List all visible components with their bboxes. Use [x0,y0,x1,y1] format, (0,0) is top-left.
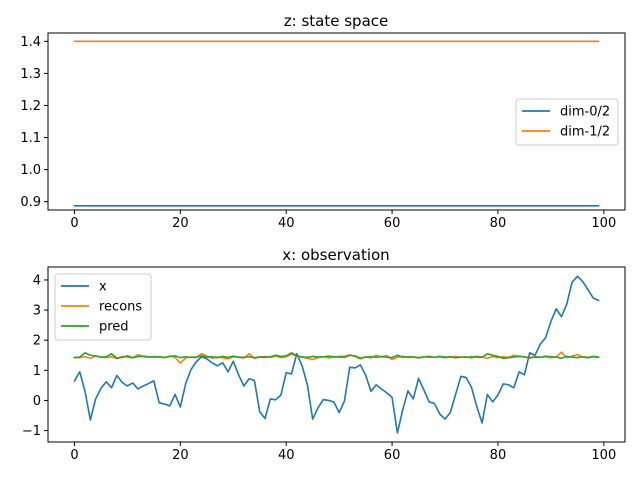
observation-plot-area [73,275,600,434]
state-space-xtick-label: 20 [172,216,189,231]
state-space-legend-label: dim-0/2 [560,105,610,120]
observation-legend-label: pred [99,320,129,335]
state-space-frame [47,32,626,211]
state-space-ticks: 0 20 40 60 80 100 0.9 1.0 1.1 1.2 1.3 1.4 [20,35,616,231]
observation-ytick-label: 1 [33,364,41,379]
observation-ytick-label: 2 [33,334,41,349]
state-space-ytick-label: 1.0 [20,163,41,178]
observation-title: x: observation [282,246,389,264]
state-space-xtick-label: 60 [384,216,401,231]
observation-legend-label: recons [99,300,142,315]
state-space-ytick-label: 0.9 [20,195,41,210]
state-space-xtick-label: 40 [278,216,295,231]
observation-series-pred-line [73,352,600,360]
observation-series-x-line [73,275,600,434]
observation-ytick-label: 0 [33,394,41,409]
observation-ytick-label: 3 [33,304,41,319]
state-space-ytick-label: 1.4 [20,35,41,50]
state-space-legend: dim-0/2 dim-1/2 [515,98,619,146]
state-space-plot-area [73,40,600,207]
observation-legend: x recons pred [54,273,152,341]
observation-xtick-label: 80 [490,448,507,463]
observation-ytick-label: 4 [33,273,41,288]
observation-xtick-label: 20 [172,448,189,463]
observation-xtick-label: 60 [384,448,401,463]
state-space-axes: z: state space 0 20 40 60 80 100 0.9 1.0 1.1 1.2 1… [20,12,626,231]
observation-legend-label: x [99,280,107,295]
state-space-ytick-label: 1.2 [20,99,41,114]
observation-axes: x: observation 0 20 40 60 80 100 −1 0 1 2 3 4 x reco… [22,246,626,463]
observation-xtick-label: 0 [70,448,78,463]
state-space-ytick-label: 1.1 [20,131,41,146]
state-space-legend-label: dim-1/2 [560,125,610,140]
state-space-xtick-label: 80 [490,216,507,231]
observation-legend-frame [54,273,152,341]
observation-ytick-label: −1 [22,424,41,439]
observation-frame [47,266,626,443]
state-space-xtick-label: 0 [70,216,78,231]
observation-xtick-label: 100 [591,448,616,463]
observation-xtick-label: 40 [278,448,295,463]
state-space-title: z: state space [284,12,388,30]
observation-ticks: 0 20 40 60 80 100 −1 0 1 2 3 4 [22,273,616,463]
state-space-xtick-label: 100 [591,216,616,231]
state-space-ytick-label: 1.3 [20,67,41,82]
